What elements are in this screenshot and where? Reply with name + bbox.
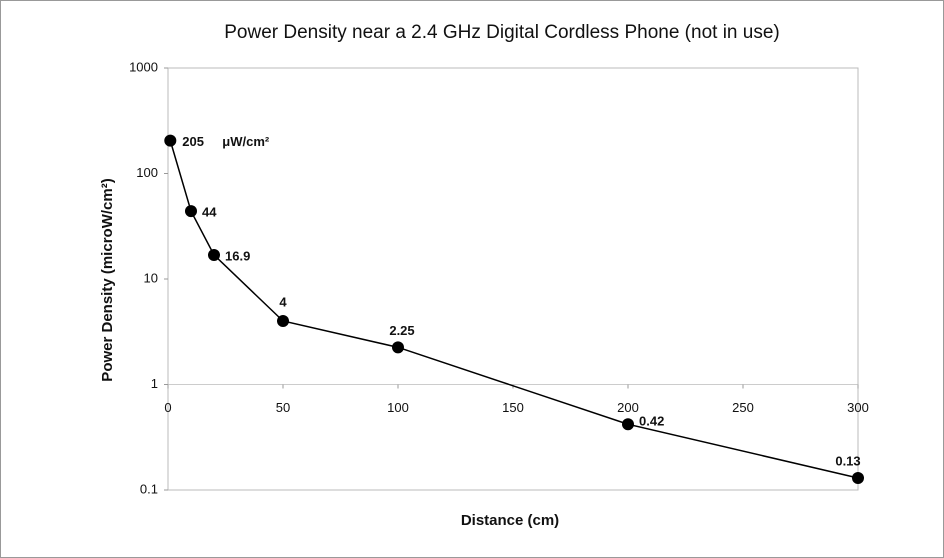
y-tick-label: 1000 [129, 59, 158, 74]
x-tick-label: 150 [502, 400, 524, 415]
x-tick-label: 300 [847, 400, 869, 415]
data-point [164, 134, 177, 147]
data-point [277, 314, 289, 327]
data-point [622, 418, 634, 431]
x-tick-label: 100 [387, 400, 409, 415]
y-tick-label: 0.1 [140, 481, 158, 496]
data-point [208, 248, 220, 261]
y-tick-label: 1 [151, 376, 158, 391]
x-tick-label: 250 [732, 400, 754, 415]
x-tick-label: 200 [617, 400, 639, 415]
data-point [392, 341, 404, 354]
data-point [185, 205, 197, 218]
data-label: 0.13 [835, 453, 860, 468]
data-label: 2.25 [389, 323, 414, 338]
x-tick-label: 50 [276, 400, 290, 415]
x-tick-label: 0 [164, 400, 171, 415]
data-label: 205 [182, 134, 204, 149]
data-label: 44 [202, 205, 217, 220]
y-tick-label: 100 [136, 165, 158, 180]
y-axis-label: Power Density (microW/cm²) [99, 178, 116, 381]
data-point [852, 471, 864, 484]
annotation: μW/cm² [222, 134, 270, 149]
x-axis-label: Distance (cm) [461, 512, 559, 529]
data-label: 0.42 [639, 414, 664, 429]
chart-title: Power Density near a 2.4 GHz Digital Cor… [224, 22, 779, 43]
data-label: 16.9 [225, 248, 250, 263]
y-tick-label: 10 [144, 270, 158, 285]
data-label: 4 [279, 294, 287, 309]
